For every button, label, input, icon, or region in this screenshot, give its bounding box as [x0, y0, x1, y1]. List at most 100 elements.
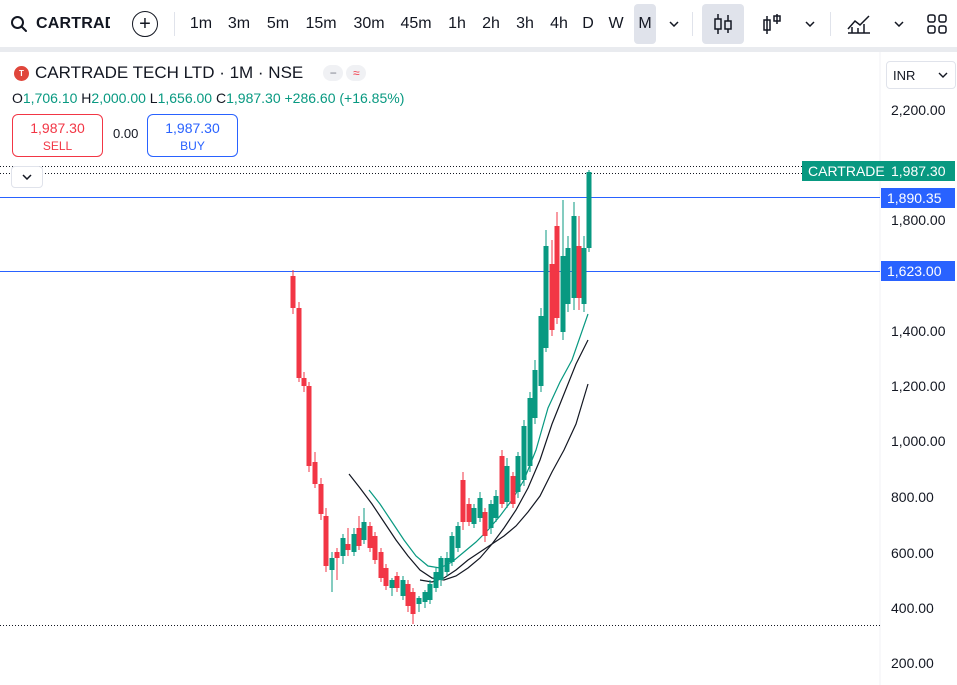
divider	[174, 12, 175, 36]
ohlc-values: O1,706.10 H2,000.00 L1,656.00 C1,987.30 …	[12, 90, 404, 106]
candle-body	[394, 576, 400, 588]
candle-body	[504, 466, 510, 502]
minus-icon: −	[323, 65, 344, 81]
candle-body	[493, 496, 499, 518]
open-value: 1,706.10	[22, 90, 78, 106]
price-axis-label: 2,200.00	[891, 102, 946, 118]
interval-2h[interactable]: 2h	[482, 15, 500, 32]
candle-body	[301, 378, 307, 386]
sell-button[interactable]: 1,987.30 SELL	[12, 114, 103, 157]
candle-body	[565, 248, 571, 304]
top-toolbar: CARTRADE + 1m 3m 5m 15m 30m 45m 1h 2h 3h…	[0, 0, 957, 48]
candle-body	[427, 584, 433, 600]
candle-body	[586, 172, 592, 248]
candle-body	[477, 498, 483, 518]
interval-15m[interactable]: 15m	[305, 15, 337, 32]
candle-body	[449, 536, 455, 562]
chevron-down-icon[interactable]	[667, 15, 681, 33]
close-value: 1,987.30	[226, 90, 281, 106]
candle-body	[471, 508, 477, 524]
line-price-tag-2[interactable]: 1,623.00	[881, 261, 955, 281]
candles-series	[290, 170, 592, 624]
candle-body	[554, 226, 560, 318]
candle-body	[499, 456, 505, 504]
symbol-price-tag: CARTRADE	[802, 161, 891, 181]
close-label: C	[215, 90, 227, 106]
interval-d[interactable]: D	[582, 15, 594, 32]
buy-label: BUY	[180, 139, 205, 153]
candle-body	[433, 572, 439, 588]
price-axis-label: 1,200.00	[891, 378, 946, 394]
search-icon	[11, 16, 27, 32]
candle-body	[422, 592, 428, 602]
buy-button[interactable]: 1,987.30 BUY	[147, 114, 238, 157]
interval-1h[interactable]: 1h	[448, 15, 466, 32]
interval-45m[interactable]: 45m	[400, 15, 432, 32]
chart-type-icon[interactable]	[756, 8, 788, 40]
divider	[692, 12, 693, 36]
candle-body	[416, 598, 422, 604]
candle-body	[460, 480, 466, 522]
plus-icon: +	[139, 13, 151, 35]
high-value: 2,000.00	[91, 90, 146, 106]
interval-3m[interactable]: 3m	[227, 15, 251, 32]
interval-5m[interactable]: 5m	[266, 15, 290, 32]
candle-body	[389, 580, 395, 588]
currency-select[interactable]: INR	[886, 61, 956, 89]
candle-body	[515, 456, 521, 492]
candle-body	[318, 484, 324, 514]
interval-4h[interactable]: 4h	[550, 15, 568, 32]
interval-30m[interactable]: 30m	[353, 15, 385, 32]
candle-body	[306, 386, 312, 466]
collapse-legend-button[interactable]	[11, 166, 43, 188]
price-axis-label: 1,800.00	[891, 212, 946, 228]
wave-icon: ≈	[346, 65, 367, 81]
sell-price: 1,987.30	[30, 120, 85, 136]
candle-body	[549, 264, 555, 330]
compare-add-button[interactable]: +	[132, 11, 158, 37]
last-price-tag: 1,987.30	[885, 161, 955, 181]
chevron-down-icon	[22, 174, 32, 180]
interval-3h[interactable]: 3h	[516, 15, 534, 32]
candle-body	[361, 522, 367, 540]
open-label: O	[12, 90, 23, 106]
interval-w[interactable]: W	[608, 15, 624, 32]
chevron-down-icon[interactable]	[892, 15, 906, 33]
candle-body	[438, 558, 444, 580]
low-value: 1,656.00	[157, 90, 213, 106]
price-axis-label: 600.00	[891, 545, 934, 561]
chart-legend-title[interactable]: T CARTRADE TECH LTD · 1M · NSE − ≈	[14, 63, 367, 83]
candle-body	[482, 512, 488, 536]
price-axis-label: 1,400.00	[891, 323, 946, 339]
price-axis-label: 200.00	[891, 655, 934, 671]
legend-status-pill: − ≈	[323, 65, 367, 81]
candle-body	[378, 552, 384, 578]
candle-body	[466, 504, 472, 522]
indicators-icon[interactable]	[843, 9, 875, 39]
line-price-tag-1[interactable]: 1,890.35	[881, 188, 955, 208]
symbol-search[interactable]: CARTRADE	[10, 10, 110, 38]
candle-body	[488, 504, 494, 528]
interval-m[interactable]: M	[634, 4, 656, 44]
divider	[830, 12, 831, 36]
ma-line-long	[419, 383, 589, 583]
candle-body	[410, 592, 416, 614]
candle-body	[521, 426, 527, 480]
candle-body	[383, 568, 389, 586]
ma-line-dark	[348, 339, 589, 581]
candles-icon[interactable]	[702, 4, 744, 44]
chevron-down-icon	[938, 72, 948, 78]
chevron-down-icon[interactable]	[803, 15, 817, 33]
candle-body	[323, 516, 329, 566]
candle-body	[455, 526, 461, 548]
symbol-logo: T	[14, 65, 29, 81]
candle-body	[532, 370, 538, 418]
interval-1m[interactable]: 1m	[189, 15, 213, 32]
currency-value: INR	[893, 67, 916, 83]
candle-body	[400, 580, 406, 596]
symbol-name: CARTRADE	[36, 15, 110, 32]
price-chart[interactable]	[0, 52, 957, 685]
layout-grid-icon[interactable]	[924, 11, 950, 37]
sell-label: SELL	[42, 139, 73, 153]
high-label: H	[81, 90, 92, 106]
